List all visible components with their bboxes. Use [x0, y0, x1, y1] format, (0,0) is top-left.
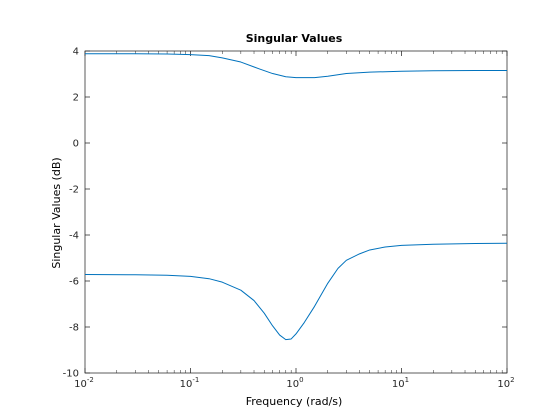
x-tick-label: 101 — [392, 376, 409, 390]
x-tick-label: 102 — [497, 376, 514, 390]
y-tick-label: 2 — [73, 93, 79, 104]
x-axis-label: Frequency (rad/s) — [246, 395, 343, 408]
y-tick-label: -8 — [69, 323, 79, 334]
y-tick-label: -2 — [69, 185, 79, 196]
y-axis-label: Singular Values (dB) — [50, 157, 63, 268]
series-line-1 — [85, 53, 507, 79]
y-tick-label: -10 — [63, 369, 79, 380]
series-line-2 — [84, 242, 508, 341]
x-tick-label: 10-1 — [180, 376, 200, 390]
x-tick-label: 10-2 — [74, 376, 94, 390]
x-tick-label: 100 — [286, 376, 303, 390]
y-tick-label: -6 — [69, 277, 79, 288]
y-tick-label: 0 — [73, 139, 79, 150]
y-tick-label: -4 — [69, 231, 79, 242]
y-tick-label: 4 — [73, 47, 79, 58]
plot-area — [84, 50, 508, 374]
chart-title: Singular Values — [246, 32, 343, 45]
